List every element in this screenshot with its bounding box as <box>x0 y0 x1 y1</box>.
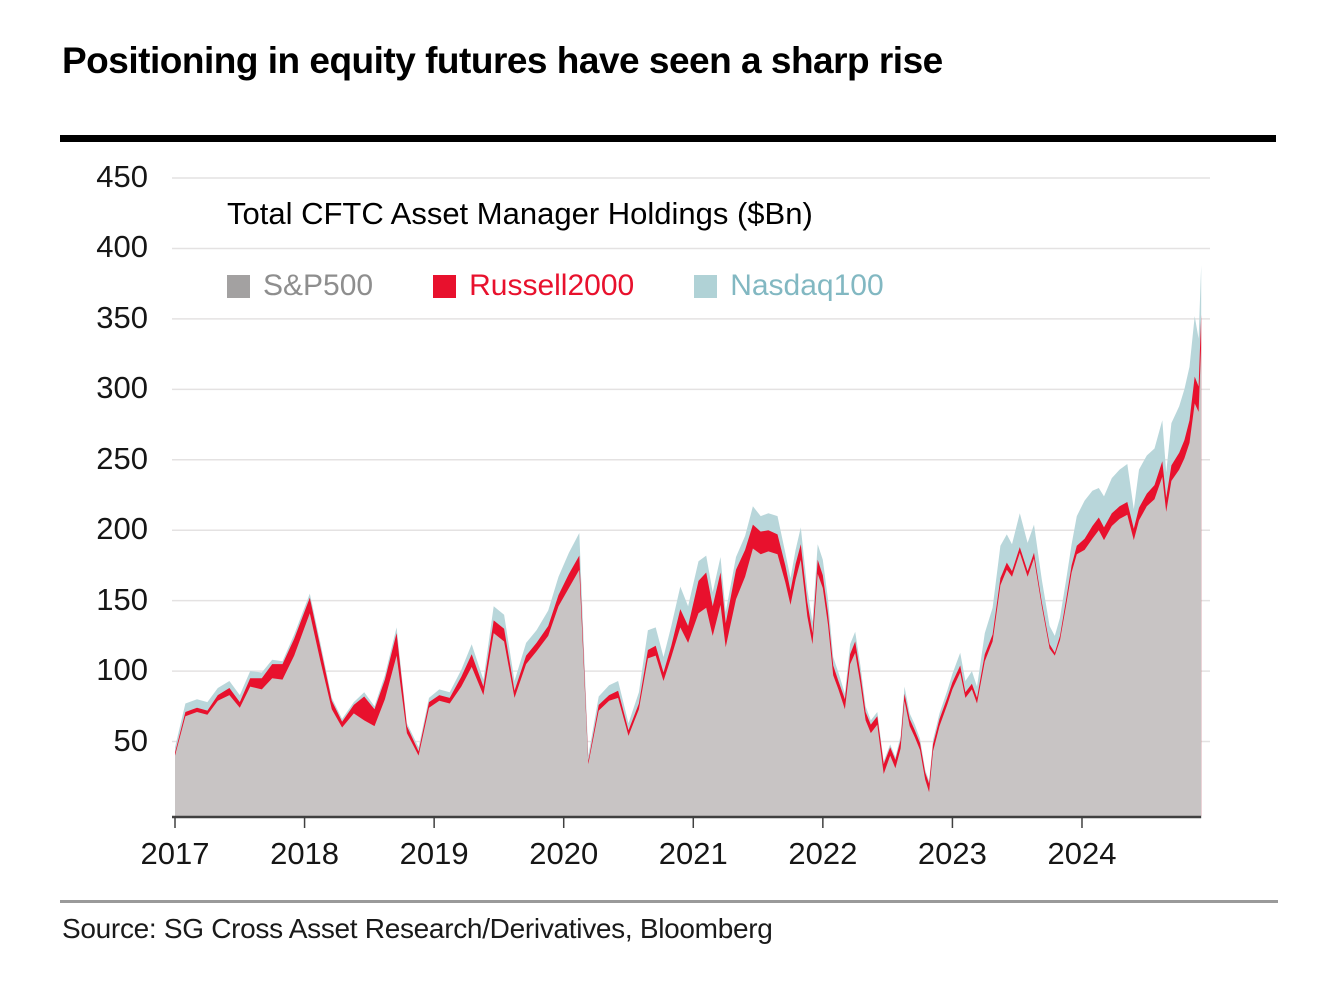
x-tick-label-2024: 2024 <box>1047 836 1117 871</box>
area-sp500 <box>175 344 1202 816</box>
legend-swatch-icon <box>694 274 718 298</box>
legend-item-russell2000: Russell2000 <box>433 269 634 303</box>
x-tick-label-2018: 2018 <box>270 836 340 871</box>
x-tick-label-2017: 2017 <box>140 836 210 871</box>
y-tick-label-200: 200 <box>96 511 148 547</box>
chart-legend: S&P500 Russell2000 Nasdaq100 <box>227 269 884 303</box>
x-tick-label-2022: 2022 <box>788 836 858 871</box>
bottom-divider-rule <box>60 900 1278 903</box>
legend-label: Russell2000 <box>469 269 635 302</box>
legend-swatch-icon <box>227 274 250 298</box>
legend-label: S&P500 <box>263 269 374 302</box>
y-tick-label-100: 100 <box>96 652 148 688</box>
top-divider-rule <box>60 135 1276 142</box>
legend-swatch-icon <box>433 274 457 298</box>
x-tick-label-2021: 2021 <box>658 836 728 871</box>
y-tick-label-300: 300 <box>96 370 148 406</box>
y-tick-label-350: 350 <box>96 299 148 335</box>
chart-subtitle: Total CFTC Asset Manager Holdings ($Bn) <box>227 196 813 231</box>
y-tick-label-50: 50 <box>113 722 148 758</box>
source-note: Source: SG Cross Asset Research/Derivati… <box>62 913 773 944</box>
legend-label: Nasdaq100 <box>730 269 884 302</box>
y-tick-label-450: 450 <box>96 158 148 194</box>
y-tick-label-150: 150 <box>96 581 148 617</box>
page-title: Positioning in equity futures have seen … <box>62 40 943 81</box>
y-tick-label-400: 400 <box>96 229 148 265</box>
x-tick-label-2023: 2023 <box>917 836 987 871</box>
legend-item-nasdaq100: Nasdaq100 <box>694 269 884 303</box>
y-tick-label-250: 250 <box>96 440 148 476</box>
x-tick-label-2020: 2020 <box>529 836 599 871</box>
legend-item-sp500: S&P500 <box>227 269 373 303</box>
x-tick-label-2019: 2019 <box>399 836 469 871</box>
